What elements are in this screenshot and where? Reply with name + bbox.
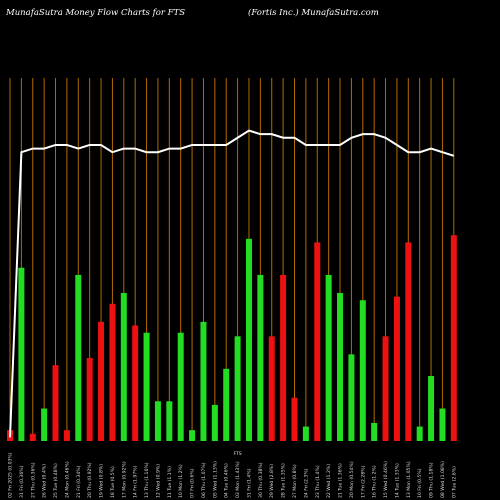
x-tick-label: 22 Wed (1.2%) — [326, 464, 332, 498]
x-tick-label: 18 Tue (0.5%) — [110, 466, 116, 498]
bar — [371, 422, 378, 441]
x-tick-label: 24 Fri (2.3%) — [303, 468, 309, 498]
x-tick-label: 26 Wed (0.4%) — [42, 464, 48, 498]
x-tick-label: 16 Thu (1.2%) — [372, 465, 378, 498]
x-tick-label: 12 Wed (0.9%) — [155, 464, 161, 498]
line-series — [9, 129, 455, 438]
bar — [382, 336, 389, 441]
x-tick-label: 09 Thu (1.18%) — [429, 462, 435, 498]
bar — [428, 376, 435, 441]
bar — [393, 296, 400, 441]
bar — [302, 426, 309, 441]
x-tick-label: 07 Tue (2.6%) — [451, 466, 457, 498]
bar — [189, 430, 196, 441]
bar — [63, 430, 70, 441]
x-tick-label: 13 Mon (1.05%) — [406, 461, 412, 498]
x-tick-label: 20 Thu (0.92%) — [87, 462, 93, 498]
bar — [75, 274, 82, 441]
bar — [132, 325, 139, 441]
x-tick-label: 05 Wed (1.13%) — [212, 461, 218, 498]
x-center-label: FTS — [233, 451, 241, 457]
bar — [29, 433, 36, 441]
x-tick-label: 08 Wed (1.08%) — [440, 461, 446, 498]
x-tick-label: 07 Fri (0.6%) — [190, 468, 196, 498]
bar — [439, 408, 446, 441]
bar — [223, 368, 230, 441]
bar — [337, 292, 344, 441]
bar — [325, 274, 332, 441]
bar — [314, 242, 321, 441]
x-tick-label: 25 Tue (0.48%) — [53, 463, 59, 498]
x-tick-label: 28 Tue (1.35%) — [281, 463, 287, 498]
x-tick-label: 06 Thu (1.07%) — [201, 462, 207, 498]
x-tick-label: 31 Fri (1.4%) — [246, 468, 252, 498]
chart-subtitle: (Fortis Inc.) MunafaSutra.com — [248, 8, 379, 18]
x-tick-label: 21 Tue (1.36%) — [338, 463, 344, 498]
bar — [211, 404, 218, 441]
x-tick-label: 27 Thu (0.36%) — [30, 462, 36, 498]
x-tick-label: 31 Fri (0.36%) — [19, 465, 25, 498]
x-tick-label: 23 Thu (1.4%) — [315, 465, 321, 498]
x-tick-label: 10 Mon (1.2%) — [178, 464, 184, 498]
bar — [86, 357, 93, 441]
x-tick-label: 24 Mon (0.46%) — [64, 461, 70, 498]
bar — [234, 336, 241, 441]
bar — [98, 321, 105, 441]
bar — [359, 300, 366, 441]
bar — [280, 274, 287, 441]
bar — [257, 274, 264, 441]
bar — [416, 426, 423, 441]
x-tick-label: 29 Wed (2.8%) — [269, 464, 275, 498]
x-tick-label: 19 Wed (0.8%) — [99, 464, 105, 498]
x-tick-label: 17 Fri (2.28%) — [360, 465, 366, 498]
bar — [177, 332, 184, 441]
bar — [245, 238, 252, 441]
bar — [109, 303, 116, 441]
bar — [348, 354, 355, 441]
x-tick-label: 21 Fri (0.34%) — [76, 465, 82, 498]
bar — [154, 401, 161, 441]
bar — [405, 242, 412, 441]
bar — [120, 292, 127, 441]
bar — [200, 321, 207, 441]
x-tick-label: 03 Mon (1.43%) — [235, 461, 241, 498]
x-tick-label: 02 Fri 2025 (0.03%) — [8, 452, 14, 498]
bar — [41, 408, 48, 441]
x-tick-label: 20 Mon (0.54%) — [349, 461, 355, 498]
x-tick-label: 27 Mon (0.8%) — [292, 464, 298, 498]
x-tick-label: 11 Tue (1.1%) — [167, 466, 173, 498]
bar — [291, 397, 298, 441]
x-tick-label: 15 Wed (0.46%) — [383, 461, 389, 498]
bar — [52, 365, 59, 441]
bar — [143, 332, 150, 441]
chart-title: MunafaSutra Money Flow Charts for FTS — [6, 8, 186, 18]
bar — [166, 401, 173, 441]
bar — [268, 336, 275, 441]
x-tick-label: 14 Fri (1.97%) — [133, 465, 139, 498]
x-tick-label: 14 Tue (1.33%) — [394, 463, 400, 498]
x-tick-label: 10 Fri (0.5%) — [417, 468, 423, 498]
x-tick-label: 30 Thu (0.38%) — [258, 462, 264, 498]
x-tick-label: 13 Thu (1.16%) — [144, 462, 150, 498]
x-tick-label: 17 Mon (0.92%) — [121, 461, 127, 498]
x-tick-label: 04 Tue (0.46%) — [224, 463, 230, 498]
bar — [18, 267, 25, 441]
bar — [450, 235, 457, 441]
